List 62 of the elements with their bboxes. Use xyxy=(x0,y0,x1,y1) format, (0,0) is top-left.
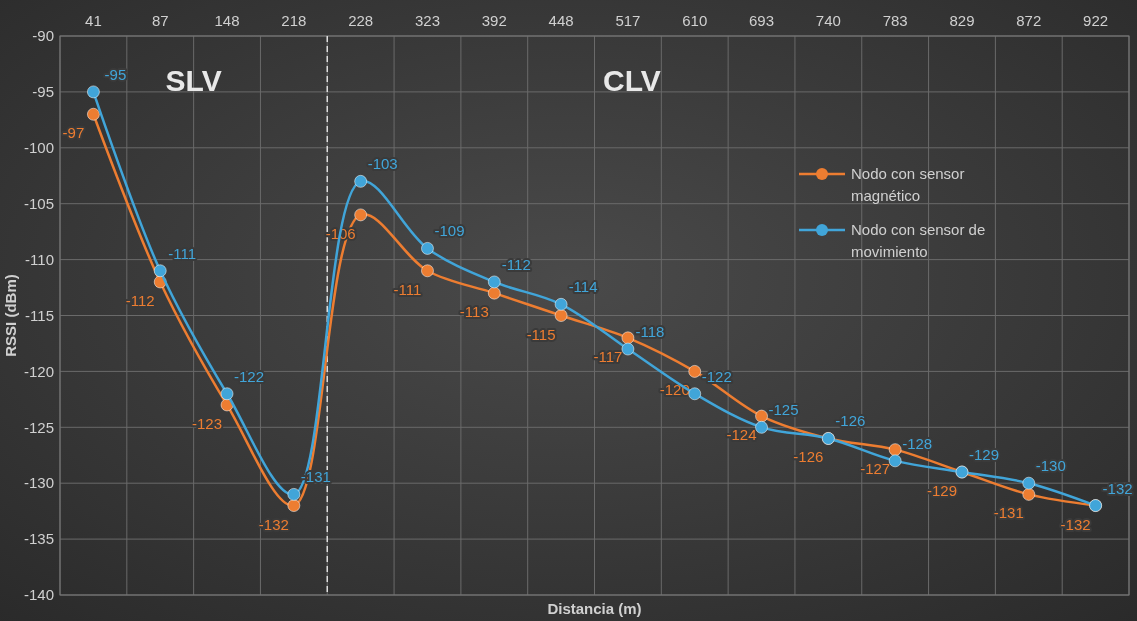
y-tick-label: -105 xyxy=(23,194,54,212)
data-label: -126 xyxy=(835,412,866,430)
y-tick-label: -120 xyxy=(23,362,54,380)
x-tick-label: 323 xyxy=(414,12,440,29)
x-tick-label: 87 xyxy=(151,12,169,29)
x-axis-title: Distancia (m) xyxy=(547,600,642,617)
data-label: -128 xyxy=(902,434,933,452)
x-tick-label: 740 xyxy=(815,12,841,29)
legend-label: Nodo con sensor de movimiento xyxy=(851,221,986,260)
data-label: -95 xyxy=(104,65,127,83)
x-tick-label: 693 xyxy=(749,12,775,29)
data-label: -125 xyxy=(768,401,799,419)
data-label: -113 xyxy=(459,303,489,321)
x-tick-label: 829 xyxy=(949,12,975,29)
x-tick-label: 448 xyxy=(548,12,574,29)
y-axis-title: RSSI (dBm) xyxy=(2,274,19,357)
annotation: SLV xyxy=(165,64,222,97)
y-tick-label: -140 xyxy=(23,586,54,604)
annotation: CLV xyxy=(603,64,661,97)
x-tick-label: 148 xyxy=(214,12,240,29)
x-tick-label: 610 xyxy=(682,12,708,29)
y-tick-label: -110 xyxy=(25,250,54,268)
x-tick-label: 517 xyxy=(615,12,641,29)
x-tick-label: 392 xyxy=(481,12,507,29)
data-label: -129 xyxy=(968,446,999,464)
data-label: -111 xyxy=(168,244,197,262)
legend-label: Nodo con sensor magnético xyxy=(851,165,965,204)
y-tick-label: -135 xyxy=(23,530,54,548)
data-label: -132 xyxy=(258,515,289,533)
data-label: -112 xyxy=(125,291,155,309)
x-tick-label: 41 xyxy=(85,12,102,29)
x-tick-label: 872 xyxy=(1016,12,1042,29)
data-label: -111 xyxy=(393,280,422,298)
y-tick-label: -100 xyxy=(23,139,54,157)
y-tick-label: -90 xyxy=(32,27,54,45)
data-label: -97 xyxy=(62,124,85,142)
data-label: -127 xyxy=(860,459,891,477)
y-tick-label: -115 xyxy=(25,306,54,324)
data-label: -114 xyxy=(568,278,598,296)
data-label: -118 xyxy=(635,323,665,341)
data-label: -132 xyxy=(1102,479,1133,497)
data-label: -109 xyxy=(434,222,465,240)
data-label: -123 xyxy=(192,414,223,432)
x-tick-label: 218 xyxy=(281,12,307,29)
data-label: -122 xyxy=(234,367,265,385)
data-label: -122 xyxy=(701,367,732,385)
data-label: -103 xyxy=(367,155,398,173)
data-label: -129 xyxy=(926,482,957,500)
data-label: -112 xyxy=(501,255,531,273)
data-label: -132 xyxy=(1060,515,1091,533)
data-label: -131 xyxy=(993,504,1024,522)
x-tick-label: 922 xyxy=(1083,12,1109,29)
y-tick-label: -130 xyxy=(23,474,54,492)
y-tick-label: -95 xyxy=(32,83,54,101)
x-tick-label: 783 xyxy=(882,12,908,29)
x-tick-label: 228 xyxy=(348,12,374,29)
data-label: -126 xyxy=(793,448,824,466)
data-label: -124 xyxy=(726,426,757,444)
data-label: -130 xyxy=(1035,457,1066,475)
data-label: -115 xyxy=(526,325,556,343)
data-label: -117 xyxy=(593,347,623,365)
y-tick-label: -125 xyxy=(23,418,54,436)
